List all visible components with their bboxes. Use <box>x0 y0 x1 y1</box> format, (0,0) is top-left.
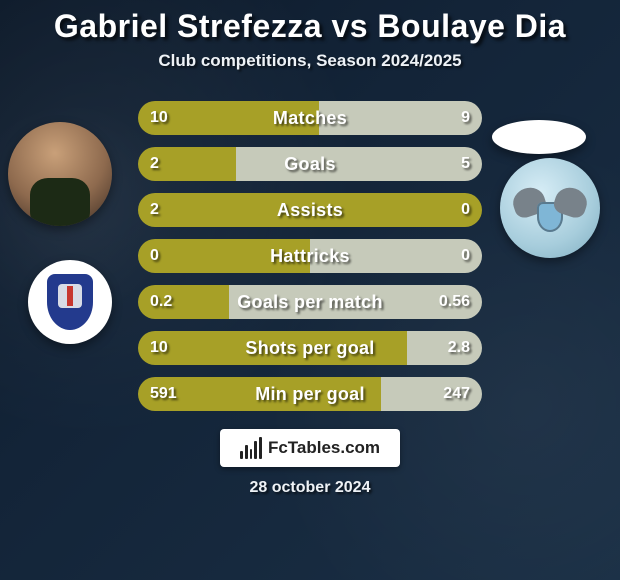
stat-segment-left <box>138 331 407 365</box>
stat-row: 591247Min per goal <box>138 377 482 411</box>
title: Gabriel Strefezza vs Boulaye Dia <box>0 8 620 45</box>
stat-row: 109Matches <box>138 101 482 135</box>
stat-track <box>138 193 482 227</box>
subtitle: Club competitions, Season 2024/2025 <box>0 51 620 71</box>
stat-row: 102.8Shots per goal <box>138 331 482 365</box>
stat-track <box>138 239 482 273</box>
bar-chart-icon <box>240 437 262 459</box>
stat-track <box>138 101 482 135</box>
stat-row: 25Goals <box>138 147 482 181</box>
stat-row: 00Hattricks <box>138 239 482 273</box>
stat-segment-left <box>138 101 319 135</box>
stat-row: 0.20.56Goals per match <box>138 285 482 319</box>
stat-track <box>138 147 482 181</box>
stat-segment-right <box>381 377 482 411</box>
fctables-logo: FcTables.com <box>220 429 400 467</box>
stat-segment-right <box>319 101 482 135</box>
date-text: 28 october 2024 <box>0 479 620 497</box>
stat-row: 20Assists <box>138 193 482 227</box>
stats-chart: 109Matches 25Goals 20Assists 00Hattricks 0.2… <box>0 101 620 411</box>
stat-segment-right <box>236 147 482 181</box>
stat-segment-left <box>138 377 381 411</box>
stat-segment-left <box>138 285 229 319</box>
stat-segment-right <box>310 239 482 273</box>
stat-segment-left <box>138 239 310 273</box>
comparison-card: Gabriel Strefezza vs Boulaye Dia Club co… <box>0 0 620 580</box>
stat-track <box>138 377 482 411</box>
stat-segment-right <box>229 285 482 319</box>
stat-segment-left <box>138 193 482 227</box>
stat-segment-right <box>407 331 482 365</box>
footer-brand-text: FcTables.com <box>268 438 380 458</box>
stat-track <box>138 331 482 365</box>
stat-track <box>138 285 482 319</box>
stat-segment-left <box>138 147 236 181</box>
